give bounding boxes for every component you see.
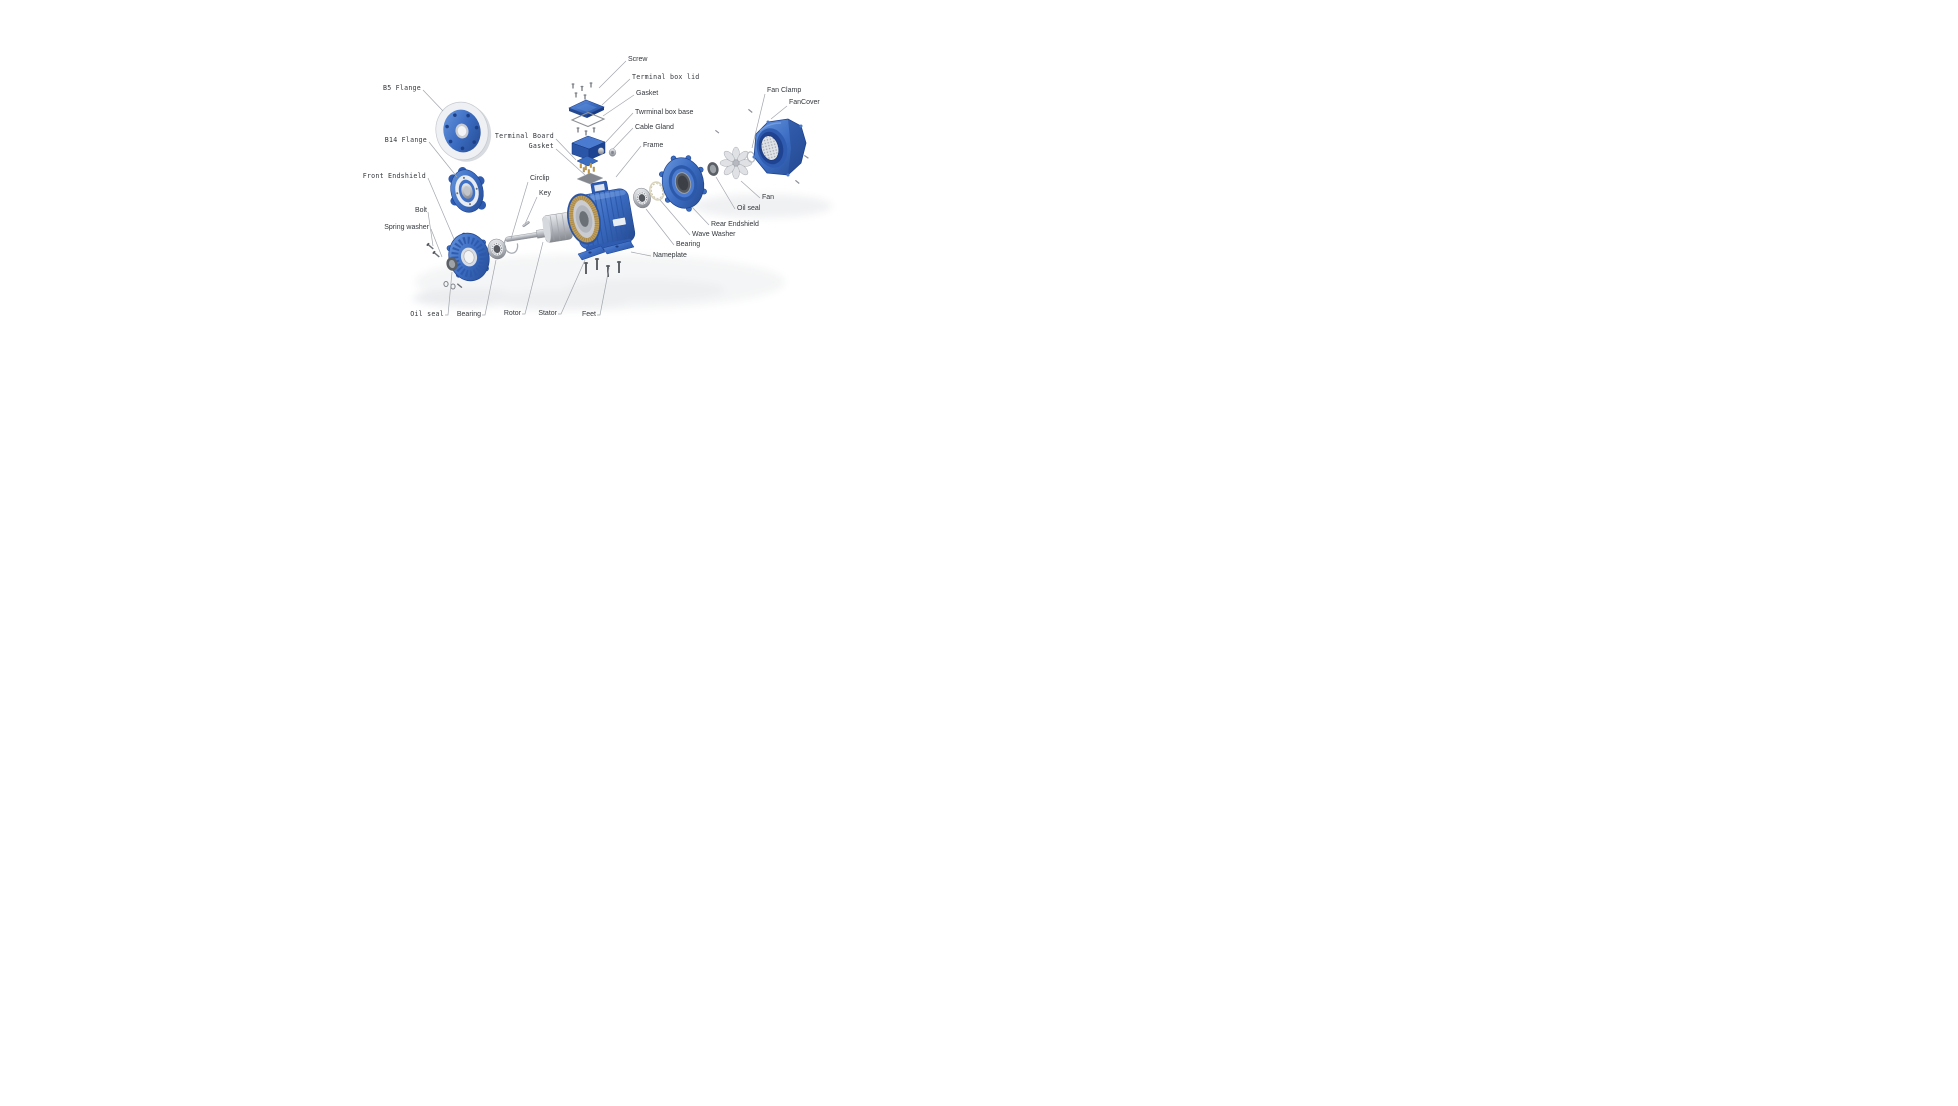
ground-shadow bbox=[413, 194, 832, 310]
fan-part bbox=[719, 146, 753, 180]
label-rear-endshield: Rear Endshield bbox=[711, 221, 759, 228]
label-bearing-rear: Bearing bbox=[676, 241, 701, 248]
label-circlip: Circlip bbox=[530, 175, 550, 182]
rotor-part bbox=[505, 212, 578, 243]
label-terminal-box-base: Twrminal box base bbox=[635, 109, 694, 116]
label-stator: Stator bbox=[538, 310, 557, 317]
label-key: Key bbox=[539, 190, 552, 197]
label-cable-gland: Cable Gland bbox=[635, 124, 674, 131]
oil-seal-rear-part bbox=[707, 162, 719, 176]
label-feet: Feet bbox=[581, 311, 596, 318]
label-fan-clamp: Fan Clamp bbox=[767, 87, 802, 94]
b14-flange-part bbox=[448, 167, 487, 213]
b5-flange-part bbox=[435, 101, 492, 162]
label-terminal-box-lid: Terminal box lid bbox=[632, 73, 700, 81]
stator-winding-face bbox=[566, 193, 602, 245]
label-front-endshield: Front Endshield bbox=[362, 172, 426, 180]
terminal-board-gasket-part bbox=[576, 172, 604, 185]
terminal-board-part bbox=[576, 155, 599, 175]
label-b5-flange: B5 Flange bbox=[383, 84, 421, 92]
label-terminal-board-gasket: Gasket bbox=[528, 142, 554, 150]
label-oil-seal-rear: Oil seal bbox=[737, 205, 761, 212]
label-b14-flange: B14 Flange bbox=[384, 136, 427, 144]
frame-stator-part bbox=[566, 180, 636, 254]
terminal-box-base-part bbox=[571, 135, 606, 161]
label-fan: Fan bbox=[762, 194, 775, 201]
label-oil-seal-front: Oil seal bbox=[410, 310, 444, 318]
oil-seal-front-part bbox=[446, 257, 458, 271]
terminal-box-screws-top bbox=[571, 82, 593, 100]
bearing-front-part bbox=[487, 238, 507, 260]
bolt-part bbox=[426, 242, 440, 258]
label-bolt: Bolt bbox=[414, 207, 427, 214]
label-fan-cover: FanCover bbox=[789, 99, 820, 106]
label-wave-washer: Wave Washer bbox=[692, 231, 736, 238]
label-nameplate: Nameplate bbox=[653, 252, 687, 259]
label-screw: Screw bbox=[628, 56, 648, 63]
terminal-box-screws-mid bbox=[576, 127, 596, 136]
fan-cover-part bbox=[752, 118, 807, 177]
gasket-lid-part bbox=[570, 111, 606, 128]
scattered-screws bbox=[715, 108, 809, 184]
label-frame: Frame bbox=[643, 142, 664, 149]
leader-lines bbox=[422, 60, 788, 316]
label-gasket-lid: Gasket bbox=[636, 90, 659, 97]
front-endshield-part bbox=[446, 232, 490, 282]
terminal-box-lid-part bbox=[568, 99, 605, 118]
rear-endshield-part bbox=[659, 155, 707, 212]
label-terminal-board: Terminal Board bbox=[494, 132, 554, 140]
label-rotor: Rotor bbox=[503, 310, 521, 317]
cable-gland-part bbox=[597, 147, 617, 157]
motor-nameplate-sticker bbox=[612, 217, 627, 227]
feet-part bbox=[577, 240, 635, 277]
label-spring-washer: Spring washer bbox=[384, 224, 429, 231]
label-bearing-front: Bearing bbox=[456, 311, 481, 318]
bearing-rear-part bbox=[633, 187, 651, 209]
